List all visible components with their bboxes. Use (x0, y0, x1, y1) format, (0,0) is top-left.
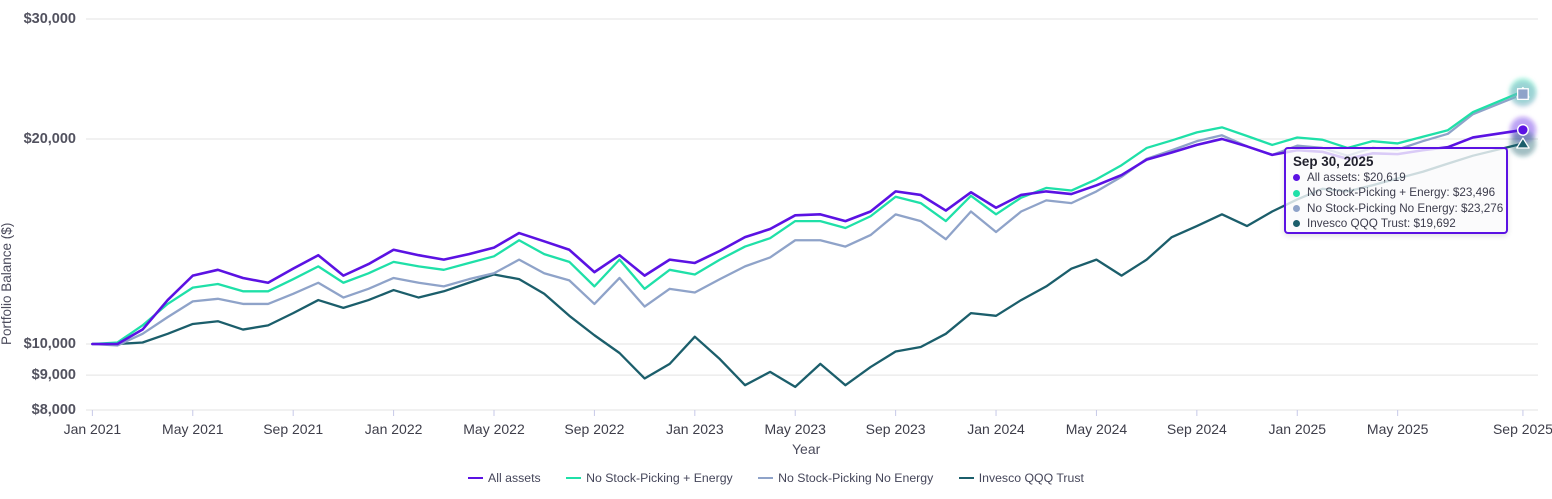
svg-text:$30,000: $30,000 (24, 11, 76, 27)
svg-text:$9,000: $9,000 (32, 367, 76, 383)
svg-text:Sep 2025: Sep 2025 (1493, 421, 1552, 437)
svg-text:$10,000: $10,000 (24, 336, 76, 352)
svg-text:Jan 2024: Jan 2024 (967, 421, 1025, 437)
svg-text:Sep 2021: Sep 2021 (263, 421, 323, 437)
svg-text:May 2021: May 2021 (162, 421, 224, 437)
svg-text:Sep 2022: Sep 2022 (564, 421, 624, 437)
svg-text:May 2025: May 2025 (1367, 421, 1429, 437)
svg-text:Jan 2025: Jan 2025 (1268, 421, 1326, 437)
svg-text:$8,000: $8,000 (32, 402, 76, 418)
svg-text:May 2022: May 2022 (463, 421, 525, 437)
svg-text:Sep 2024: Sep 2024 (1167, 421, 1227, 437)
svg-text:$20,000: $20,000 (24, 131, 76, 147)
svg-text:May 2024: May 2024 (1066, 421, 1128, 437)
svg-text:Jan 2021: Jan 2021 (64, 421, 122, 437)
svg-text:Jan 2022: Jan 2022 (365, 421, 423, 437)
svg-text:May 2023: May 2023 (764, 421, 826, 437)
svg-text:Sep 2023: Sep 2023 (866, 421, 926, 437)
svg-text:Jan 2023: Jan 2023 (666, 421, 724, 437)
